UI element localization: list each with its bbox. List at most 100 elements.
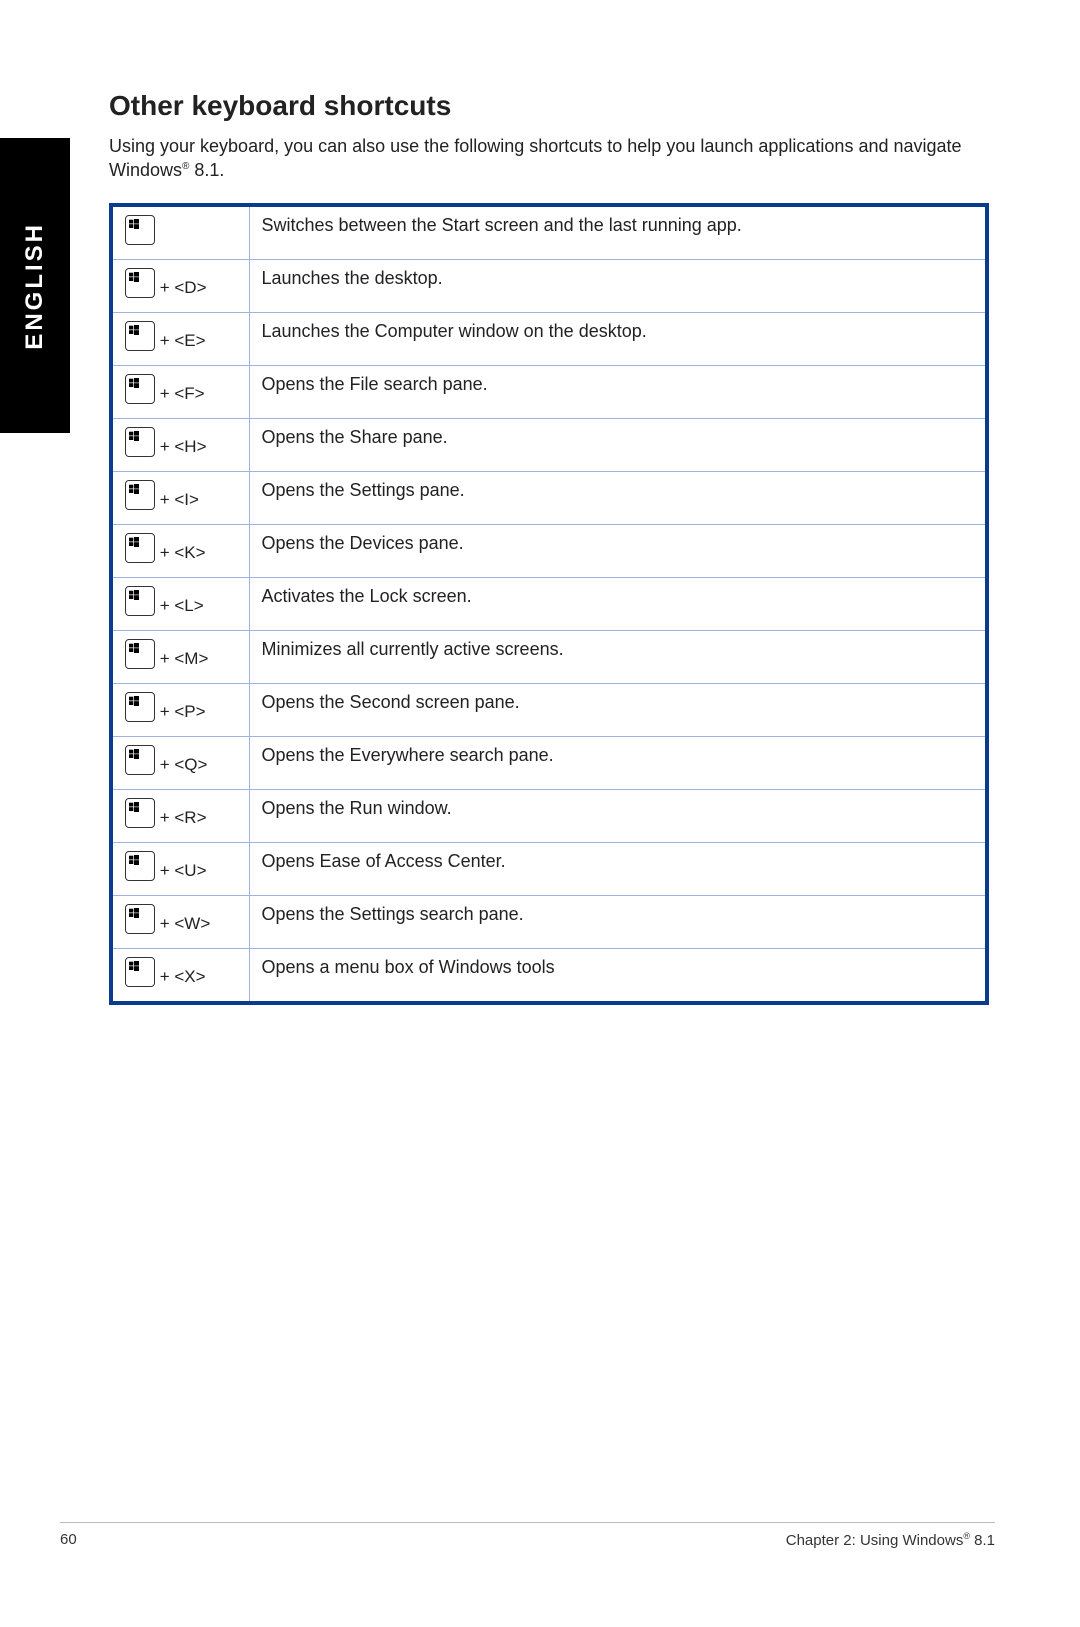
shortcut-description-cell: Launches the desktop. [249, 259, 987, 312]
windows-key-cap [125, 427, 155, 457]
windows-key-icon [129, 802, 139, 812]
shortcut-key-cell [111, 205, 249, 260]
key-combo: + <U> [125, 861, 207, 880]
key-suffix: + <X> [155, 967, 206, 986]
key-combo [125, 225, 155, 244]
key-combo: + <R> [125, 808, 207, 827]
key-combo: + <K> [125, 543, 206, 562]
windows-key-icon [129, 749, 139, 759]
key-suffix: + <K> [155, 543, 206, 562]
key-combo: + <I> [125, 490, 199, 509]
windows-key-cap [125, 374, 155, 404]
key-combo: + <P> [125, 702, 206, 721]
key-combo: + <X> [125, 967, 206, 986]
shortcut-key-cell: + <H> [111, 418, 249, 471]
shortcut-description-cell: Opens the Run window. [249, 789, 987, 842]
language-tab: ENGLISH [0, 138, 70, 433]
key-combo: + <L> [125, 596, 204, 615]
windows-key-cap [125, 692, 155, 722]
key-suffix: + <D> [155, 278, 207, 297]
shortcut-key-cell: + <K> [111, 524, 249, 577]
windows-key-icon [129, 855, 139, 865]
table-row: + <D> Launches the desktop. [111, 259, 987, 312]
windows-key-cap [125, 851, 155, 881]
shortcut-description-cell: Opens the Everywhere search pane. [249, 736, 987, 789]
registered-mark: ® [963, 1531, 970, 1541]
shortcut-description-cell: Minimizes all currently active screens. [249, 630, 987, 683]
table-row: + <H>Opens the Share pane. [111, 418, 987, 471]
page-footer: 60 Chapter 2: Using Windows® 8.1 [60, 1522, 995, 1549]
key-suffix: + <L> [155, 596, 204, 615]
shortcut-description-cell: Opens the Devices pane. [249, 524, 987, 577]
windows-key-icon [129, 908, 139, 918]
key-suffix: + <Q> [155, 755, 207, 774]
shortcut-description-cell: Opens the File search pane. [249, 365, 987, 418]
shortcut-key-cell: + <Q> [111, 736, 249, 789]
windows-key-icon [129, 961, 139, 971]
shortcut-key-cell: + <M> [111, 630, 249, 683]
table-row: + <U> Opens Ease of Access Center. [111, 842, 987, 895]
key-combo: + <W> [125, 914, 210, 933]
windows-key-cap [125, 904, 155, 934]
document-page: ENGLISH Other keyboard shortcuts Using y… [0, 0, 1080, 1627]
chapter-before: Chapter 2: Using Windows [786, 1532, 964, 1549]
windows-key-cap [125, 268, 155, 298]
intro-paragraph: Using your keyboard, you can also use th… [109, 134, 989, 183]
table-row: + <W> Opens the Settings search pane. [111, 895, 987, 948]
page-content: Other keyboard shortcuts Using your keyb… [109, 90, 989, 1005]
key-suffix: + <U> [155, 861, 207, 880]
shortcut-description-cell: Opens the Settings search pane. [249, 895, 987, 948]
windows-key-icon [129, 219, 139, 229]
windows-key-icon [129, 696, 139, 706]
windows-key-icon [129, 431, 139, 441]
windows-key-icon [129, 272, 139, 282]
windows-key-icon [129, 537, 139, 547]
shortcut-key-cell: + <X> [111, 948, 249, 1003]
shortcut-description-cell: Activates the Lock screen. [249, 577, 987, 630]
key-combo: + <H> [125, 437, 207, 456]
windows-key-icon [129, 378, 139, 388]
key-combo: + <Q> [125, 755, 207, 774]
shortcut-description-cell: Opens Ease of Access Center. [249, 842, 987, 895]
key-suffix: + <E> [155, 331, 206, 350]
key-suffix: + <P> [155, 702, 206, 721]
shortcut-key-cell: + <P> [111, 683, 249, 736]
windows-key-icon [129, 643, 139, 653]
intro-text-before: Using your keyboard, you can also use th… [109, 136, 962, 180]
windows-key-cap [125, 798, 155, 828]
windows-key-cap [125, 533, 155, 563]
shortcut-key-cell: + <E> [111, 312, 249, 365]
shortcut-key-cell: + <F> [111, 365, 249, 418]
shortcut-key-cell: + <U> [111, 842, 249, 895]
key-combo: + <F> [125, 384, 205, 403]
table-row: + <R> Opens the Run window. [111, 789, 987, 842]
table-row: + <P>Opens the Second screen pane. [111, 683, 987, 736]
page-number: 60 [60, 1531, 77, 1549]
windows-key-cap [125, 321, 155, 351]
windows-key-cap [125, 639, 155, 669]
shortcut-description-cell: Switches between the Start screen and th… [249, 205, 987, 260]
table-row: + <E> Launches the Computer window on the… [111, 312, 987, 365]
windows-key-cap [125, 215, 155, 245]
windows-key-icon [129, 484, 139, 494]
key-suffix: + <H> [155, 437, 207, 456]
language-tab-label: ENGLISH [21, 222, 49, 350]
shortcuts-table: Switches between the Start screen and th… [109, 203, 989, 1005]
table-row: + <I> Opens the Settings pane. [111, 471, 987, 524]
key-combo: + <D> [125, 278, 207, 297]
windows-key-cap [125, 745, 155, 775]
shortcut-key-cell: + <D> [111, 259, 249, 312]
shortcut-description-cell: Opens the Settings pane. [249, 471, 987, 524]
shortcut-description-cell: Opens a menu box of Windows tools [249, 948, 987, 1003]
table-row: + <M>Minimizes all currently active scre… [111, 630, 987, 683]
shortcut-key-cell: + <L> [111, 577, 249, 630]
key-suffix: + <R> [155, 808, 207, 827]
windows-key-cap [125, 586, 155, 616]
shortcut-key-cell: + <R> [111, 789, 249, 842]
table-row: + <Q> Opens the Everywhere search pane. [111, 736, 987, 789]
table-row: + <X> Opens a menu box of Windows tools [111, 948, 987, 1003]
shortcut-description-cell: Launches the Computer window on the desk… [249, 312, 987, 365]
table-row: + <K> Opens the Devices pane. [111, 524, 987, 577]
key-combo: + <E> [125, 331, 206, 350]
key-suffix: + <W> [155, 914, 210, 933]
